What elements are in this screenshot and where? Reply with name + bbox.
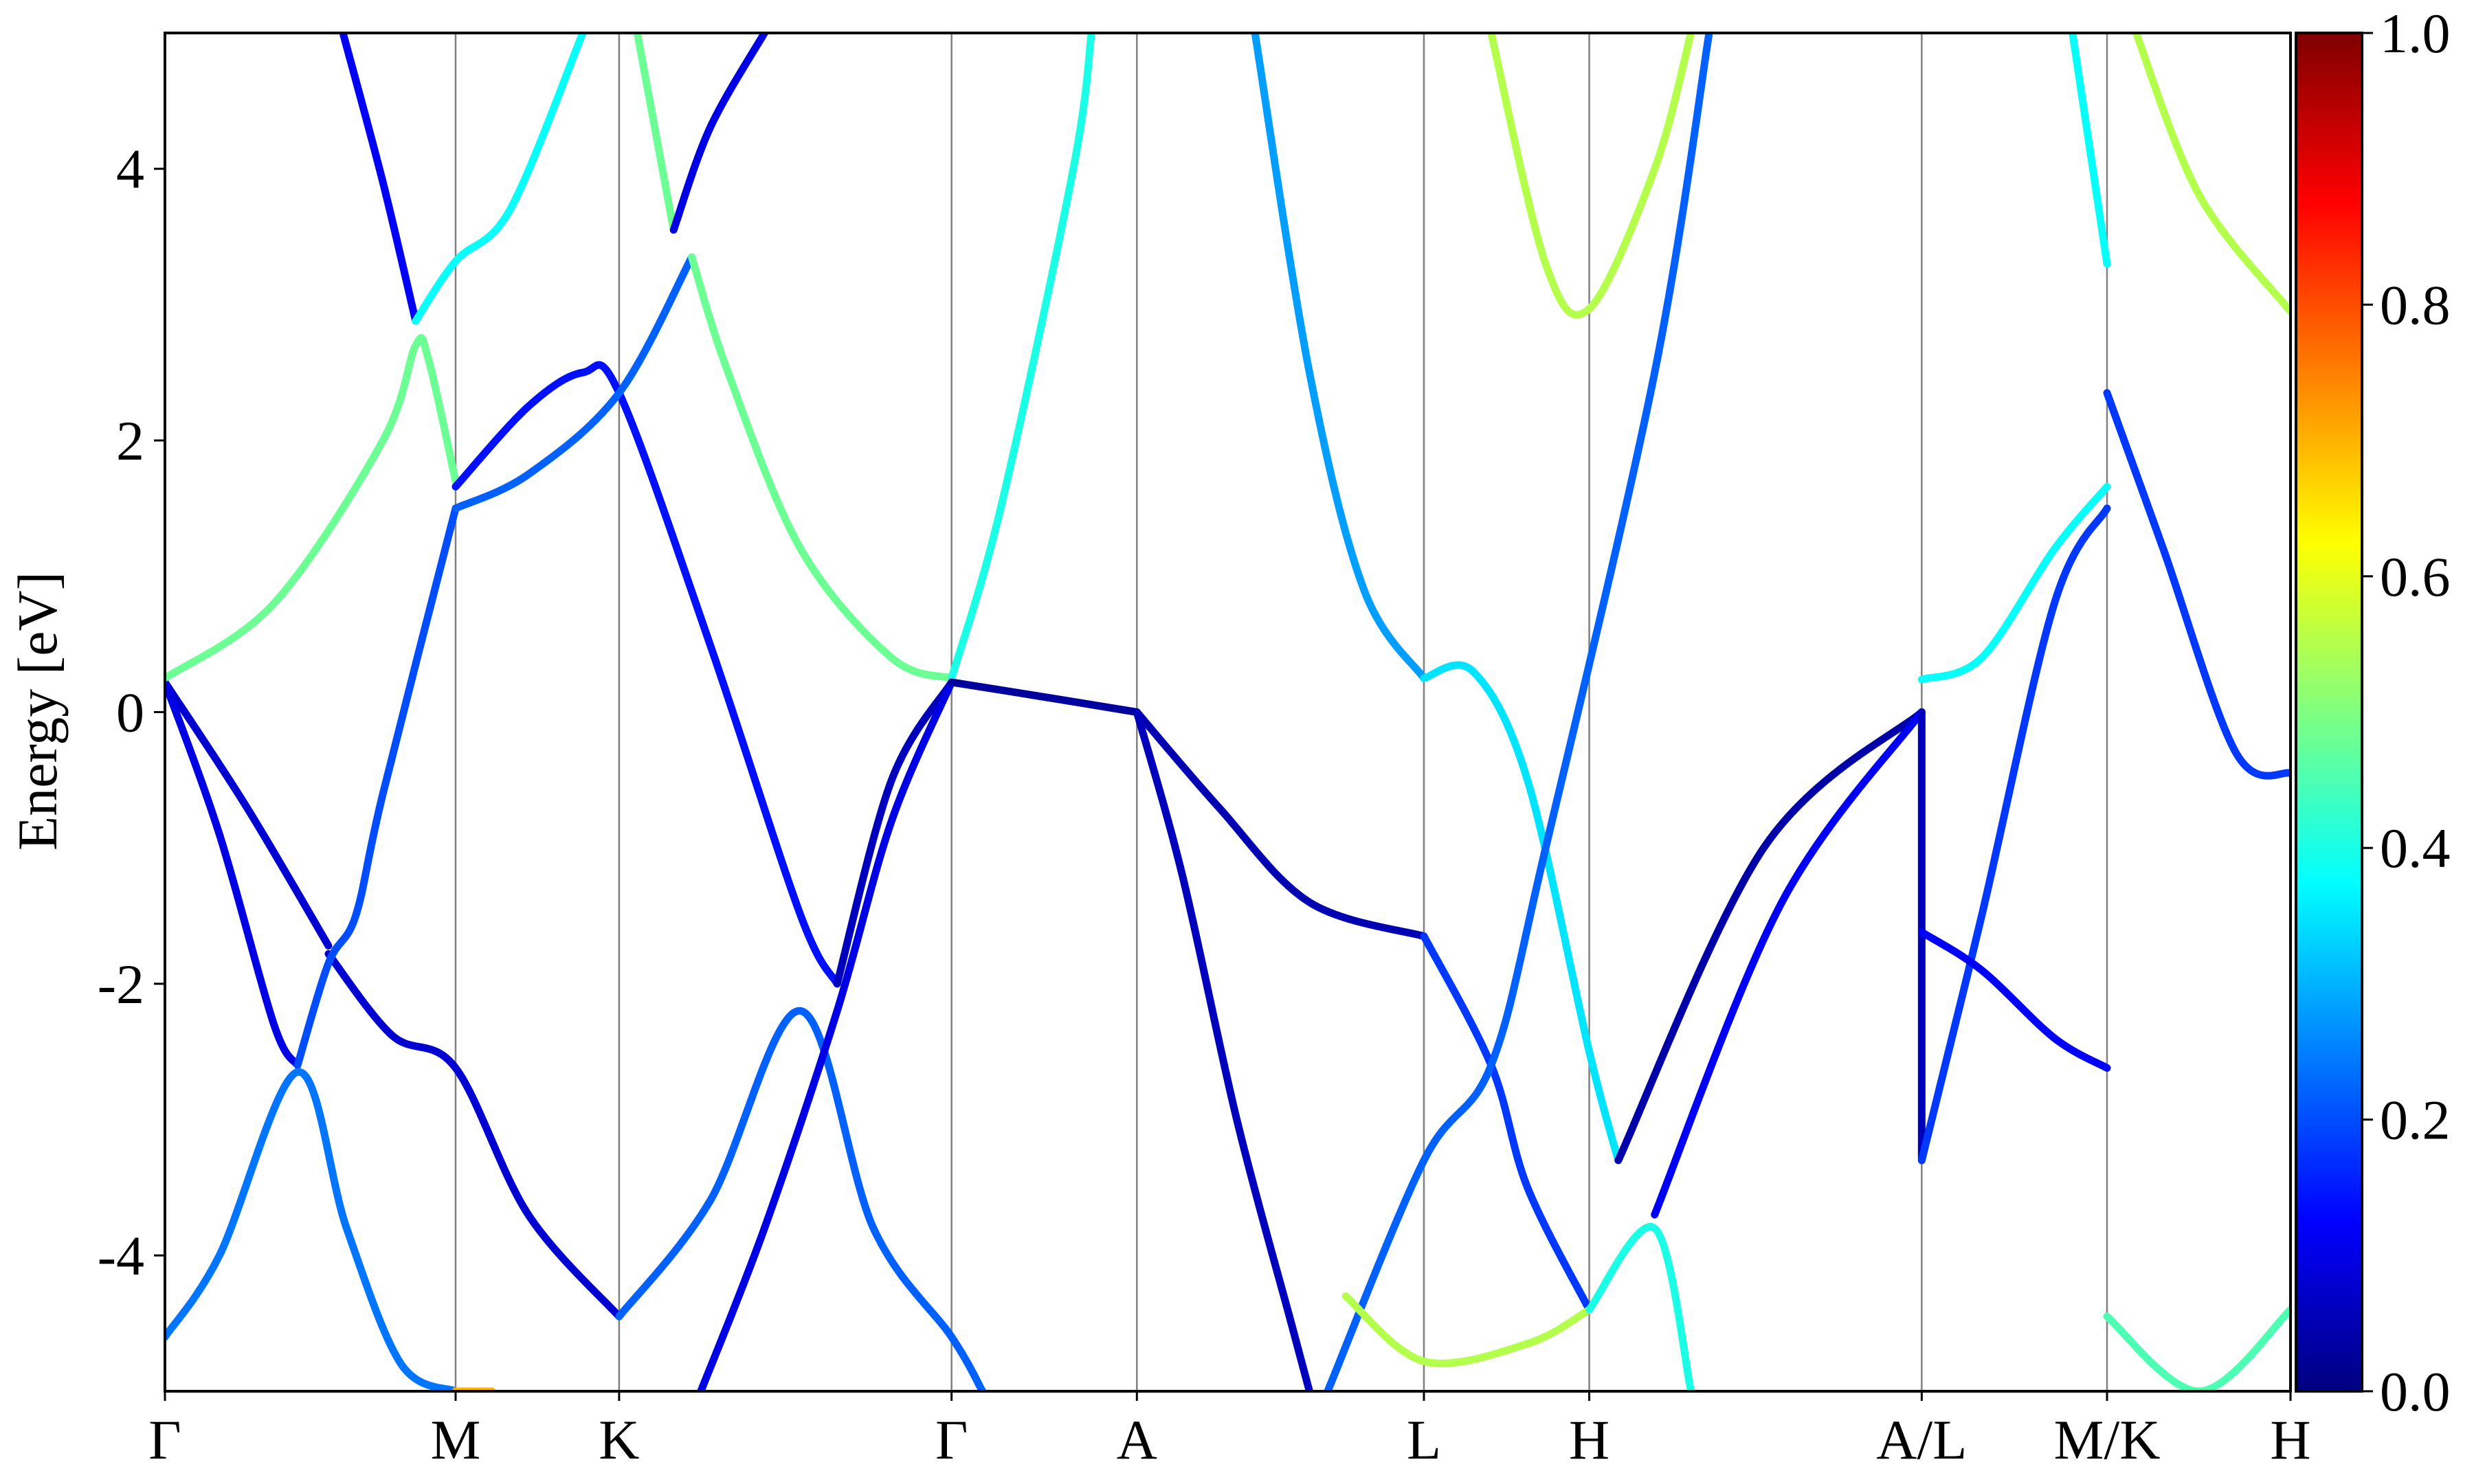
band-line <box>165 678 333 950</box>
band-line <box>1651 708 1926 1219</box>
band-line <box>1420 932 1594 1314</box>
y-tick-label: 4 <box>116 138 144 201</box>
band-line <box>697 678 956 1391</box>
band-line <box>948 678 1141 716</box>
band-line <box>1324 33 1713 1391</box>
x-axis-ticks: Γ M K Γ A L H A/L M/K H <box>148 1391 2311 1471</box>
band-line <box>1487 33 1695 319</box>
band-line <box>165 334 460 682</box>
y-tick-label: -2 <box>98 953 144 1015</box>
band-line <box>2132 33 2291 315</box>
colorbar <box>2295 32 2363 1393</box>
band-line <box>324 949 623 1320</box>
band-line <box>2103 389 2291 780</box>
band-line <box>1917 928 2111 1072</box>
colorbar-tick-label: 1.0 <box>2380 2 2451 65</box>
band-line <box>1251 33 1428 682</box>
colorbar-tick-label: 0.0 <box>2380 1360 2451 1423</box>
band-line <box>452 253 696 513</box>
x-tick-label: Γ <box>935 1408 968 1471</box>
x-tick-label: L <box>1407 1408 1441 1471</box>
band-line <box>293 504 460 1070</box>
band-line <box>1133 708 1313 1391</box>
y-tick-label: -4 <box>98 1224 144 1287</box>
band-line <box>339 33 420 325</box>
x-tick-label: A/L <box>1876 1408 1967 1471</box>
colorbar-tick-label: 0.2 <box>2380 1089 2451 1151</box>
band-line <box>165 678 302 1070</box>
y-axis-ticks: 4 2 0 -2 -4 <box>98 138 165 1287</box>
band-line <box>1917 482 2111 684</box>
band-line <box>1917 504 2111 1165</box>
band-line <box>1341 1292 1594 1367</box>
bands-layer <box>165 33 2291 1391</box>
band-line <box>2069 33 2111 268</box>
band-line <box>1420 661 1623 1165</box>
band-line <box>412 33 587 325</box>
colorbar-tick-label: 0.6 <box>2380 546 2451 608</box>
y-tick-label: 2 <box>116 409 144 472</box>
band-line <box>633 33 678 234</box>
colorbar-tick-label: 0.4 <box>2380 817 2451 879</box>
colorbar-ticks: 1.0 0.8 0.6 0.4 0.2 0.0 <box>2362 2 2451 1423</box>
band-line <box>1133 708 1428 941</box>
high-symmetry-lines <box>454 33 2108 1391</box>
x-tick-label: K <box>599 1408 639 1471</box>
x-tick-label: Γ <box>148 1408 181 1471</box>
x-tick-label: M/K <box>2054 1408 2161 1471</box>
band-line <box>452 361 841 988</box>
x-tick-label: H <box>1569 1408 1609 1471</box>
band-line <box>948 33 1095 682</box>
band-line <box>1585 1223 1695 1391</box>
band-line <box>833 678 956 988</box>
band-line <box>1614 708 1926 1165</box>
x-tick-label: M <box>431 1408 481 1471</box>
band-line <box>688 253 956 682</box>
band-line <box>2103 1305 2291 1391</box>
y-tick-label: 0 <box>116 682 144 744</box>
x-tick-label: H <box>2270 1408 2310 1471</box>
band-line <box>165 1068 460 1391</box>
x-tick-label: A <box>1117 1408 1157 1471</box>
y-axis-label: Energy [eV] <box>6 572 69 851</box>
colorbar-tick-label: 0.8 <box>2380 273 2451 336</box>
band-line <box>669 33 768 234</box>
band-line <box>615 1007 987 1391</box>
